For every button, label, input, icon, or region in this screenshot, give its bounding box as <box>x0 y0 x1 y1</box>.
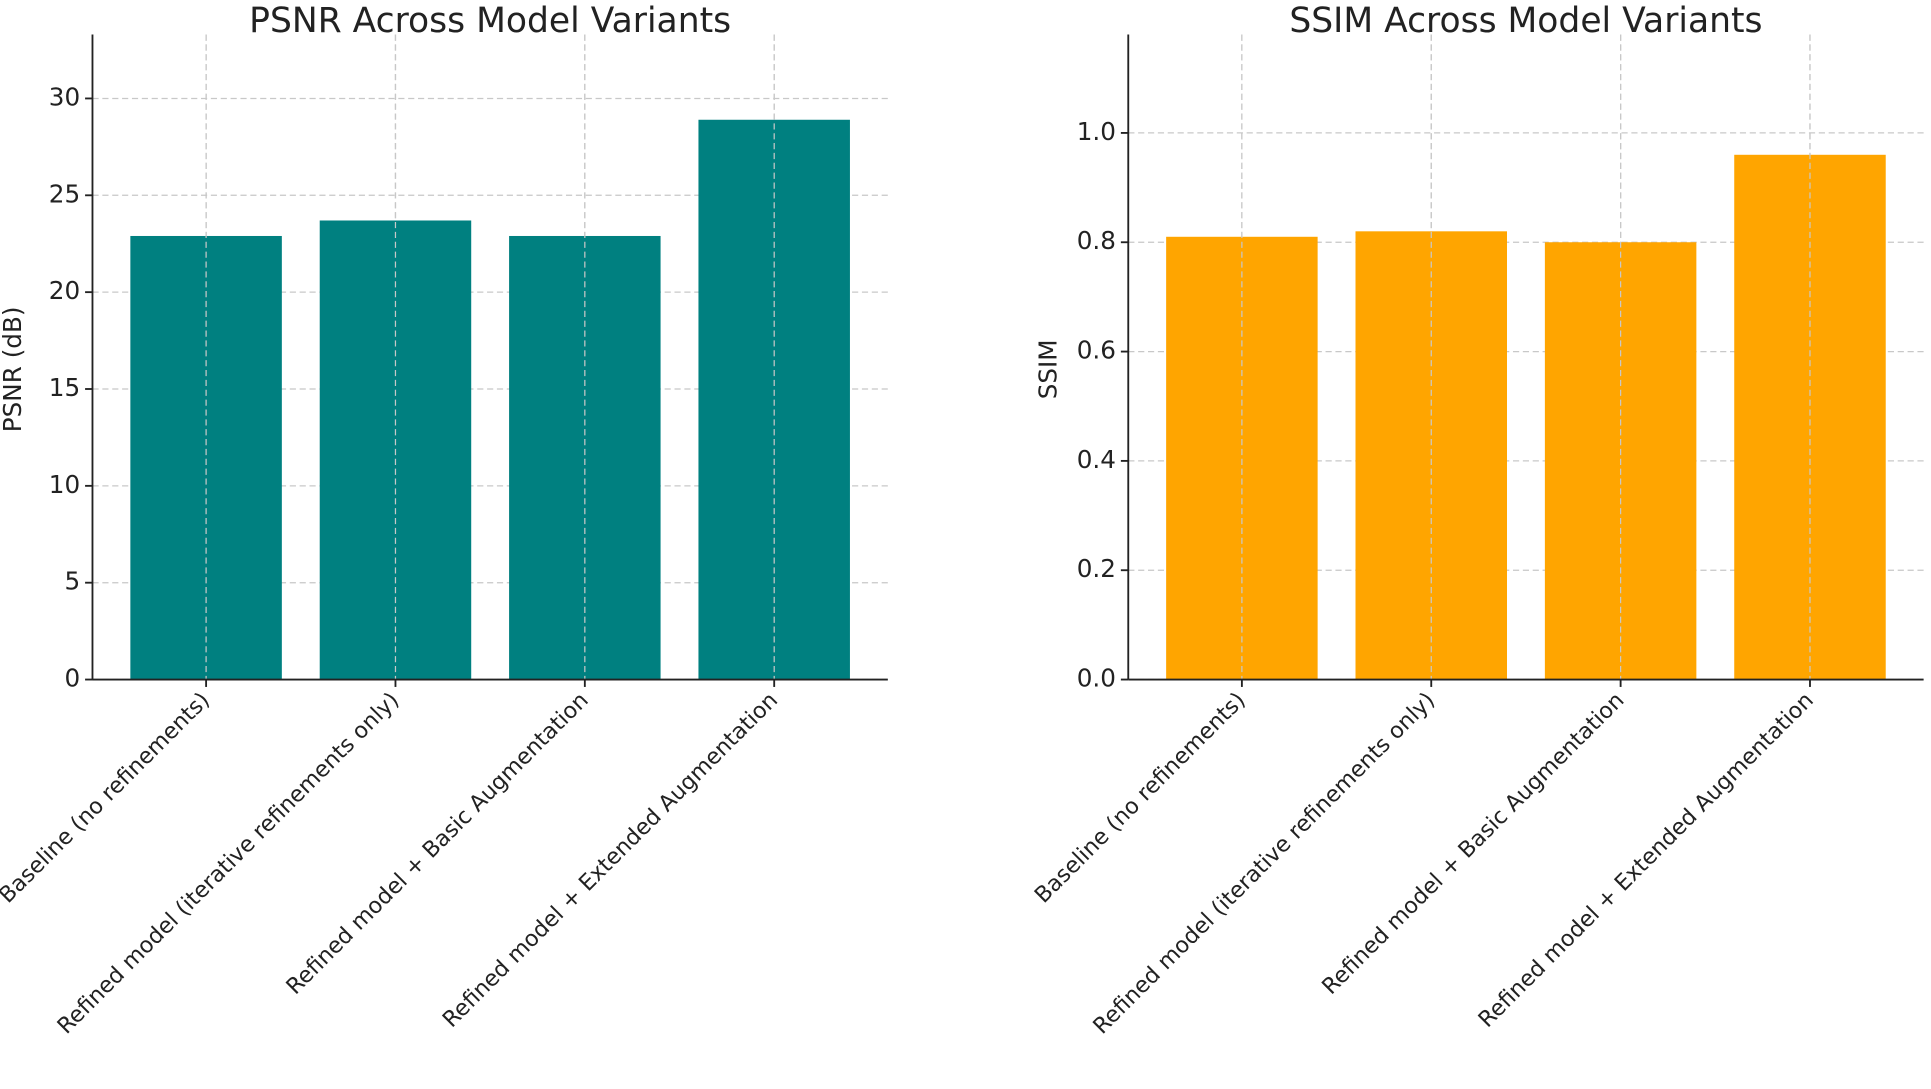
y-tick-label: 5 <box>64 567 80 596</box>
y-tick-label: 20 <box>49 276 80 305</box>
x-tick-label: Refined model + Extended Augmentation <box>1473 687 1818 1032</box>
y-tick-label: 0.2 <box>1077 554 1116 583</box>
y-tick-label: 0 <box>64 664 80 693</box>
x-tick-label: Refined model (iterative refinements onl… <box>1088 687 1440 1039</box>
y-tick-label: 0.8 <box>1077 226 1116 255</box>
y-axis-label: SSIM <box>1034 339 1063 399</box>
bar <box>509 235 661 680</box>
y-tick-label: 1.0 <box>1077 117 1116 146</box>
y-tick-label: 30 <box>49 82 80 111</box>
y-tick-label: 0.0 <box>1077 664 1116 693</box>
x-tick-label: Baseline (no refinements) <box>1030 687 1251 908</box>
x-tick-label: Refined model + Basic Augmentation <box>1317 687 1629 1000</box>
y-tick-label: 25 <box>49 179 80 208</box>
y-tick-label: 0.4 <box>1077 445 1116 474</box>
x-tick-label: Refined model + Basic Augmentation <box>281 687 593 1000</box>
chart-title: PSNR Across Model Variants <box>249 1 731 41</box>
x-tick-label: Baseline (no refinements) <box>0 687 215 908</box>
x-tick-label: Refined model + Extended Augmentation <box>438 687 783 1032</box>
chart-title: SSIM Across Model Variants <box>1289 1 1762 41</box>
chart-panel: SSIM Across Model Variants SSIM 0.0 0.2 0.4 0… <box>1030 1 1924 1039</box>
x-tick-label: Refined model (iterative refinements onl… <box>52 687 404 1039</box>
y-tick-label: 10 <box>49 470 80 499</box>
y-axis-label: PSNR (dB) <box>0 306 27 432</box>
bar <box>1166 236 1318 680</box>
y-tick-label: 15 <box>49 373 80 402</box>
chart-panel: PSNR Across Model Variants PSNR (dB) 0 5 10 1… <box>0 1 888 1039</box>
bar <box>130 235 282 680</box>
y-tick-label: 0.6 <box>1077 336 1116 365</box>
